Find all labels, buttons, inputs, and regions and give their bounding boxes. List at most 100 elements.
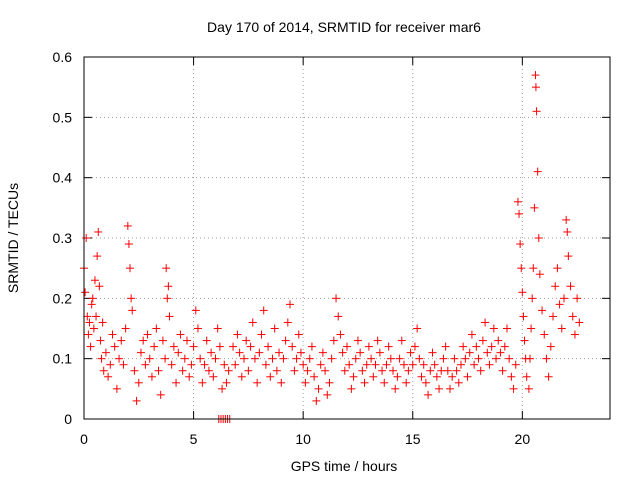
data-point (340, 366, 349, 375)
data-point (286, 300, 295, 309)
data-point (86, 342, 95, 351)
data-point (211, 354, 220, 363)
y-tick-label: 0.3 (53, 230, 73, 246)
data-point (92, 312, 101, 321)
data-point (89, 324, 98, 333)
data-point (500, 342, 509, 351)
data-point (505, 354, 514, 363)
data-point (233, 330, 242, 339)
data-point (136, 348, 145, 357)
data-point (275, 348, 284, 357)
data-point (143, 330, 152, 339)
data-point (207, 348, 216, 357)
data-point (384, 342, 393, 351)
data-point (121, 324, 130, 333)
data-point (404, 366, 413, 375)
data-point (87, 300, 96, 309)
data-point (522, 372, 531, 381)
data-point (435, 384, 444, 393)
data-point (112, 384, 121, 393)
data-point (204, 366, 213, 375)
data-point (321, 366, 330, 375)
data-point (141, 360, 150, 369)
data-point (509, 384, 518, 393)
y-tick-label: 0.5 (53, 109, 73, 125)
data-point (176, 330, 185, 339)
data-point (310, 372, 319, 381)
data-point (283, 318, 292, 327)
data-point (478, 336, 487, 345)
data-point (496, 348, 505, 357)
data-point (266, 372, 275, 381)
data-point (126, 264, 135, 273)
data-point (511, 360, 520, 369)
data-point (222, 378, 231, 387)
data-point (178, 366, 187, 375)
data-point (110, 342, 119, 351)
data-point (279, 354, 288, 363)
data-point (380, 378, 389, 387)
x-tick-label: 0 (80, 431, 88, 447)
data-point (128, 306, 137, 315)
data-point (325, 378, 334, 387)
data-point (373, 336, 382, 345)
data-point (544, 372, 553, 381)
data-point (215, 342, 224, 351)
data-point (551, 282, 560, 291)
grid (84, 57, 610, 419)
data-point (246, 342, 255, 351)
data-point (174, 348, 183, 357)
x-axis-label: GPS time / hours (291, 458, 398, 474)
data-point (532, 107, 541, 116)
data-point (248, 318, 257, 327)
data-point (421, 378, 430, 387)
data-point (191, 306, 200, 315)
data-point (410, 342, 419, 351)
data-point (200, 360, 209, 369)
data-point (145, 354, 154, 363)
data-point (465, 348, 474, 357)
data-point (255, 348, 264, 357)
data-point (399, 360, 408, 369)
data-point (209, 372, 218, 381)
data-point (104, 372, 113, 381)
data-point (336, 330, 345, 339)
data-point (117, 336, 126, 345)
data-point (528, 294, 537, 303)
data-point (529, 264, 538, 273)
data-point (474, 354, 483, 363)
data-point (281, 336, 290, 345)
data-point (163, 294, 172, 303)
data-point (395, 354, 404, 363)
data-point (130, 366, 139, 375)
data-point (305, 354, 314, 363)
data-point (239, 354, 248, 363)
data-point (259, 306, 268, 315)
y-tick-label: 0 (64, 411, 72, 427)
axis-ticks: 0 0.1 0.2 0.3 0.4 0.5 0.6 0 5 10 15 20 (53, 49, 610, 447)
data-point (393, 372, 402, 381)
data-point (334, 312, 343, 321)
data-point (97, 354, 106, 363)
data-point (364, 342, 373, 351)
data-point (413, 324, 422, 333)
data-point (327, 354, 336, 363)
data-point (371, 360, 380, 369)
data-point (448, 372, 457, 381)
data-point (83, 312, 92, 321)
data-point (555, 300, 564, 309)
data-point (452, 366, 461, 375)
data-point (531, 83, 540, 92)
data-point (446, 384, 455, 393)
data-point (187, 360, 196, 369)
chart-title: Day 170 of 2014, SRMTID for receiver mar… (207, 19, 481, 35)
data-point (124, 240, 133, 249)
data-point (494, 336, 503, 345)
data-point (172, 378, 181, 387)
data-point (119, 360, 128, 369)
data-point (165, 312, 174, 321)
data-point (485, 360, 494, 369)
data-point (277, 378, 286, 387)
data-point (99, 366, 108, 375)
data-point (229, 342, 238, 351)
